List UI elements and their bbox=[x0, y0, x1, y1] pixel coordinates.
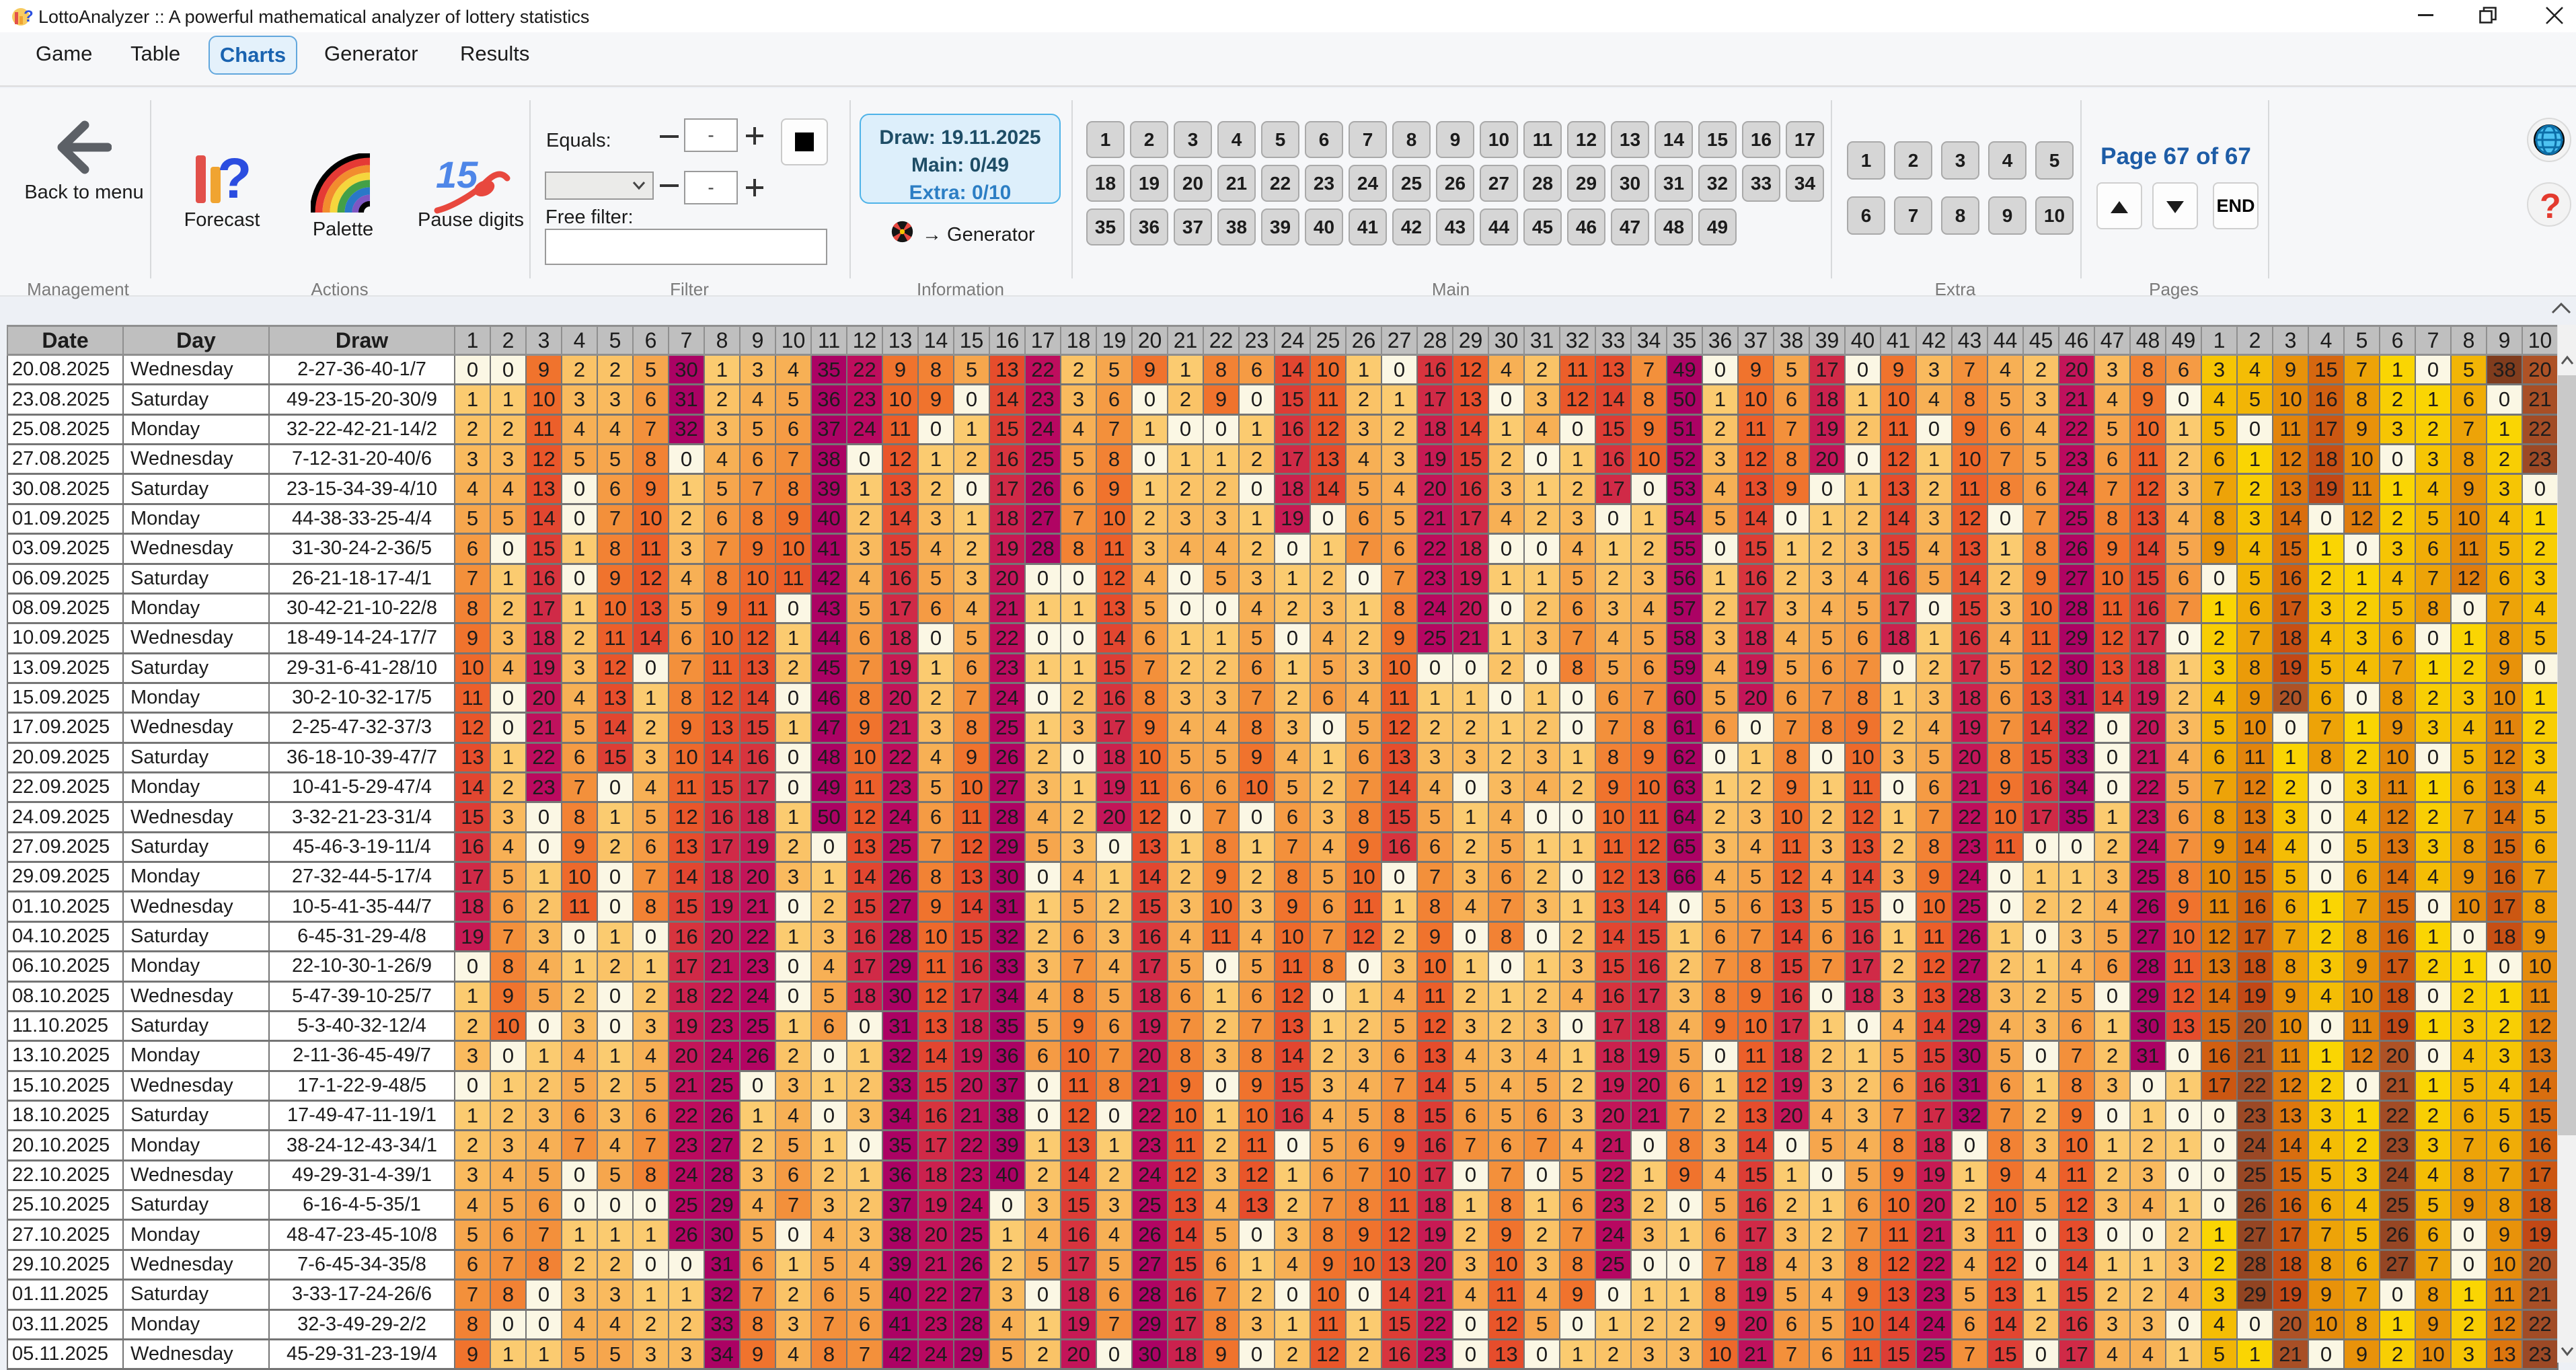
svg-text:?: ? bbox=[24, 7, 34, 26]
